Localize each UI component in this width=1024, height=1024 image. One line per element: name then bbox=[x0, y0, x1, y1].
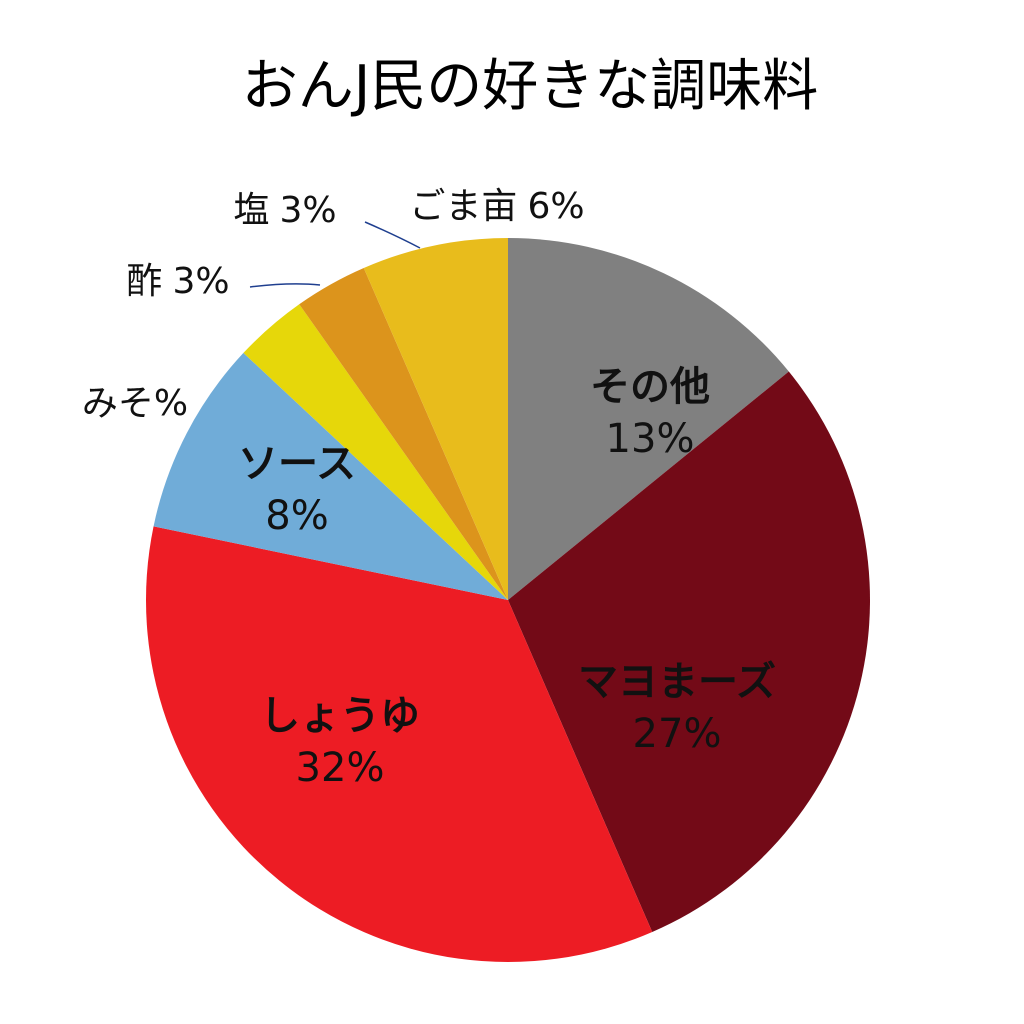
value-label: 6% bbox=[527, 186, 584, 227]
pie-slice bbox=[299, 267, 508, 600]
leader-line bbox=[364, 221, 421, 249]
chart-title: おんJ民の好きな調味料 bbox=[242, 54, 819, 119]
slice-label: みそ% bbox=[82, 383, 188, 424]
category-label: しょうゆ bbox=[260, 693, 420, 739]
value-label: 32% bbox=[296, 745, 385, 791]
pie-slice bbox=[508, 238, 789, 600]
pie-slice bbox=[243, 304, 508, 600]
value-label: 3% bbox=[279, 190, 336, 231]
slice-label: ソース 8% bbox=[238, 441, 356, 539]
pie-slice bbox=[508, 371, 871, 933]
slice-label: 酢 3% bbox=[126, 261, 229, 302]
value-label: 8% bbox=[265, 493, 328, 539]
slice-label: その他 13% bbox=[590, 364, 710, 462]
slice-label: ごま亩 6% bbox=[409, 186, 584, 227]
slice-label: しょうゆ 32% bbox=[260, 693, 420, 791]
category-label: その他 bbox=[590, 364, 710, 410]
slice-label: 塩 3% bbox=[233, 190, 336, 231]
slice-label: マヨまーズ 27% bbox=[578, 659, 776, 757]
category-label: 塩 bbox=[233, 190, 269, 231]
category-label: みそ% bbox=[82, 383, 188, 424]
category-label: ごま亩 bbox=[409, 186, 517, 227]
pie-slice bbox=[153, 352, 508, 600]
category-label: 酢 bbox=[126, 261, 162, 302]
pie-slice bbox=[145, 526, 653, 963]
category-label: ソース bbox=[238, 441, 356, 487]
value-label: 13% bbox=[606, 416, 695, 462]
value-label: 3% bbox=[172, 261, 229, 302]
pie-slice bbox=[363, 238, 508, 600]
leader-line bbox=[249, 283, 321, 288]
category-label: マヨまーズ bbox=[578, 659, 776, 705]
value-label: 27% bbox=[633, 711, 722, 757]
